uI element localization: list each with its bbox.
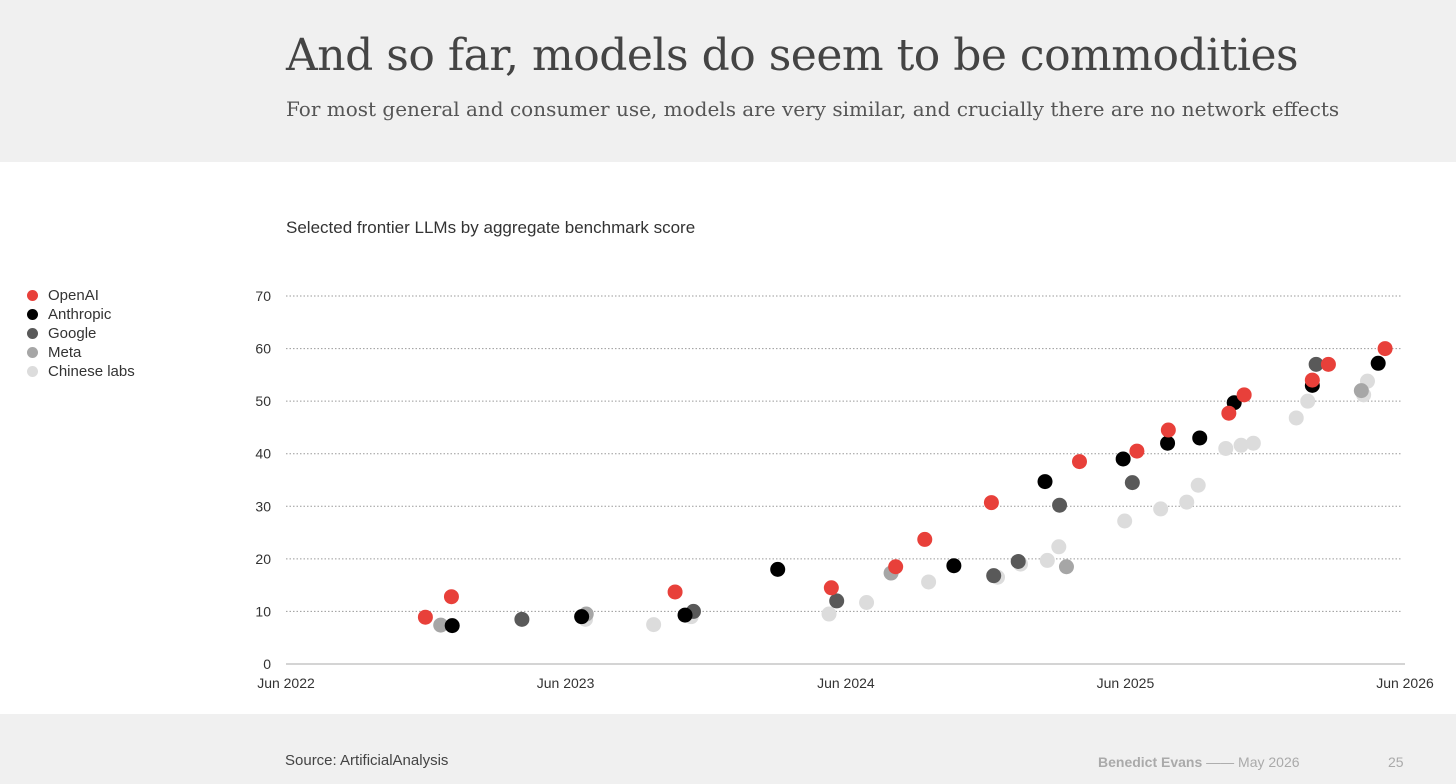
chart-legend: OpenAI Anthropic Google Meta Chinese lab… <box>27 286 135 381</box>
legend-dot-openai <box>27 290 38 301</box>
page-title: And so far, models do seem to be commodi… <box>286 30 1299 81</box>
point-openai-0 <box>417 609 433 625</box>
point-anthropic-3 <box>770 561 786 577</box>
credit: Benedict Evans —— May 2026 <box>1098 754 1300 770</box>
page-number: 25 <box>1388 754 1404 770</box>
point-openai-12 <box>1304 372 1320 388</box>
point-openai-6 <box>983 495 999 511</box>
point-openai-9 <box>1160 422 1176 438</box>
x-tick-label-2: Jun 2024 <box>817 675 875 691</box>
point-chinese-labs-14 <box>1218 440 1234 456</box>
legend-dot-chinese-labs <box>27 366 38 377</box>
source-note: Source: ArtificialAnalysis <box>285 752 449 769</box>
point-openai-8 <box>1129 443 1145 459</box>
legend-label-openai: OpenAI <box>48 287 99 304</box>
point-google-0 <box>514 611 530 627</box>
x-tick-label-3: Jun 2025 <box>1097 675 1155 691</box>
point-chinese-labs-9 <box>1051 539 1067 555</box>
point-chinese-labs-11 <box>1153 501 1169 517</box>
point-google-7 <box>1308 356 1324 372</box>
point-google-3 <box>986 568 1002 584</box>
y-tick-label-60: 60 <box>255 341 271 357</box>
author-name: Benedict Evans <box>1098 754 1203 770</box>
point-chinese-labs-17 <box>1288 410 1304 426</box>
point-anthropic-11 <box>1370 355 1386 371</box>
y-tick-label-70: 70 <box>255 288 271 304</box>
scatter-chart: 0 10 20 30 40 50 60 70 Jun 2022 Jun 2023 Jun 2024 J… <box>255 288 1434 691</box>
point-openai-10 <box>1221 405 1237 421</box>
point-openai-1 <box>443 589 459 605</box>
point-openai-7 <box>1071 454 1087 470</box>
point-chinese-labs-3 <box>821 606 837 622</box>
x-tick-label-1: Jun 2023 <box>537 675 595 691</box>
y-tick-label-0: 0 <box>263 656 271 672</box>
point-chinese-labs-15 <box>1233 437 1249 453</box>
point-openai-5 <box>917 531 933 547</box>
point-chinese-labs-10 <box>1117 513 1133 529</box>
point-chinese-labs-5 <box>921 574 937 590</box>
legend-item-google: Google <box>27 324 135 343</box>
point-chinese-labs-4 <box>859 594 875 610</box>
point-openai-13 <box>1320 356 1336 372</box>
point-anthropic-5 <box>1037 474 1053 490</box>
y-tick-label-50: 50 <box>255 393 271 409</box>
point-google-2 <box>829 593 845 609</box>
y-tick-label-40: 40 <box>255 446 271 462</box>
legend-label-google: Google <box>48 325 97 342</box>
point-google-4 <box>1010 553 1026 569</box>
x-tick-label-4: Jun 2026 <box>1376 675 1434 691</box>
point-meta-3 <box>1058 559 1074 575</box>
chart-title: Selected frontier LLMs by aggregate benc… <box>286 218 696 237</box>
point-anthropic-6 <box>1115 451 1131 467</box>
point-openai-3 <box>823 580 839 596</box>
point-openai-4 <box>888 559 904 575</box>
point-chinese-labs-8 <box>1039 552 1055 568</box>
legend-label-anthropic: Anthropic <box>48 306 112 323</box>
point-anthropic-1 <box>574 609 590 625</box>
y-tick-label-10: 10 <box>255 603 271 619</box>
footer-band: Source: ArtificialAnalysis Benedict Evan… <box>0 714 1456 784</box>
credit-separator: —— <box>1206 754 1235 770</box>
y-tick-label-20: 20 <box>255 551 271 567</box>
x-tick-label-0: Jun 2022 <box>257 675 315 691</box>
page-subtitle: For most general and consumer use, model… <box>286 97 1340 121</box>
point-anthropic-4 <box>946 558 962 574</box>
point-openai-14 <box>1377 341 1393 357</box>
legend-item-chinese-labs: Chinese labs <box>27 362 135 381</box>
point-anthropic-2 <box>677 607 693 623</box>
legend-label-meta: Meta <box>48 344 82 361</box>
point-anthropic-8 <box>1192 430 1208 446</box>
legend-item-meta: Meta <box>27 343 135 362</box>
point-chinese-labs-0 <box>646 617 662 633</box>
point-google-5 <box>1052 497 1068 513</box>
legend-dot-meta <box>27 347 38 358</box>
point-meta-0 <box>433 617 449 633</box>
legend-label-chinese-labs: Chinese labs <box>48 363 135 380</box>
point-anthropic-7 <box>1160 435 1176 451</box>
point-meta-4 <box>1353 383 1369 399</box>
point-chinese-labs-12 <box>1179 494 1195 510</box>
point-google-6 <box>1124 475 1140 491</box>
credit-date: May 2026 <box>1238 754 1300 770</box>
legend-dot-anthropic <box>27 309 38 320</box>
point-openai-11 <box>1236 387 1252 403</box>
point-anthropic-0 <box>444 618 460 634</box>
header-band: And so far, models do seem to be commodi… <box>0 0 1456 162</box>
y-tick-label-30: 30 <box>255 498 271 514</box>
point-openai-2 <box>667 584 683 600</box>
point-chinese-labs-18 <box>1300 393 1316 409</box>
legend-dot-google <box>27 328 38 339</box>
point-chinese-labs-13 <box>1190 477 1206 493</box>
legend-item-anthropic: Anthropic <box>27 305 135 324</box>
point-chinese-labs-16 <box>1245 435 1261 451</box>
legend-item-openai: OpenAI <box>27 286 135 305</box>
